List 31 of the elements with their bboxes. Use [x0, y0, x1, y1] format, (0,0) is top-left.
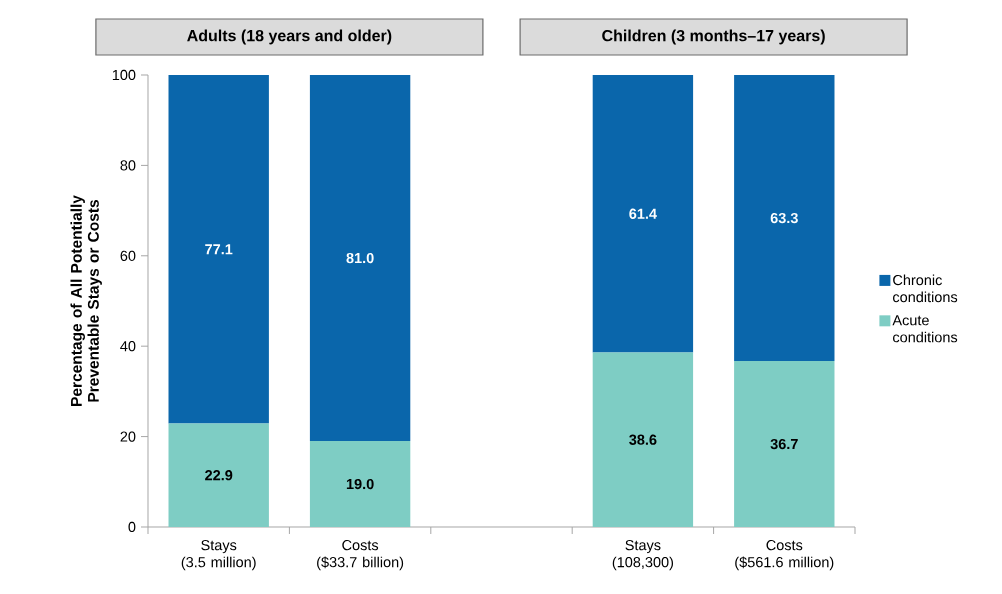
y-tick-label: 60 [120, 250, 136, 261]
y-tick-label: 100 [112, 69, 136, 81]
data-label: 77.1 [205, 244, 233, 255]
text: Children (3 months–17 years) [602, 29, 825, 45]
bar [734, 361, 835, 527]
text: Adults (18 years and older) [187, 29, 392, 45]
x-tick-label: Costs ($33.7 billion) [317, 540, 404, 571]
legend-label: Chronic conditions [893, 274, 958, 303]
data-label: 36.7 [770, 438, 798, 450]
bar [592, 74, 694, 353]
y-tick-label: 40 [120, 341, 136, 352]
y-axis-title: Percentage of All Potentially Preventable Stays or Costs [70, 195, 102, 406]
bar [592, 352, 694, 527]
x-tick-label: Stays (108,300) [612, 540, 674, 571]
bar [309, 441, 411, 527]
y-tick-label: 80 [120, 160, 136, 171]
data-label: 63.3 [770, 212, 798, 224]
bar [168, 423, 269, 527]
bar [168, 74, 269, 424]
data-label: 61.4 [629, 208, 657, 219]
y-tick-label: 20 [120, 431, 136, 442]
x-tick-label: Stays (3.5 million) [181, 540, 256, 571]
data-label: 38.6 [629, 434, 657, 445]
bar [309, 74, 411, 442]
data-label: 19.0 [346, 478, 374, 490]
y-tick-label: 0 [128, 521, 136, 533]
data-label: 81.0 [346, 252, 374, 264]
data-label: 22.9 [205, 470, 233, 481]
legend-label: Acute conditions [892, 315, 958, 343]
bar [734, 74, 835, 362]
x-tick-label: Costs ($561.6 million) [735, 540, 834, 571]
